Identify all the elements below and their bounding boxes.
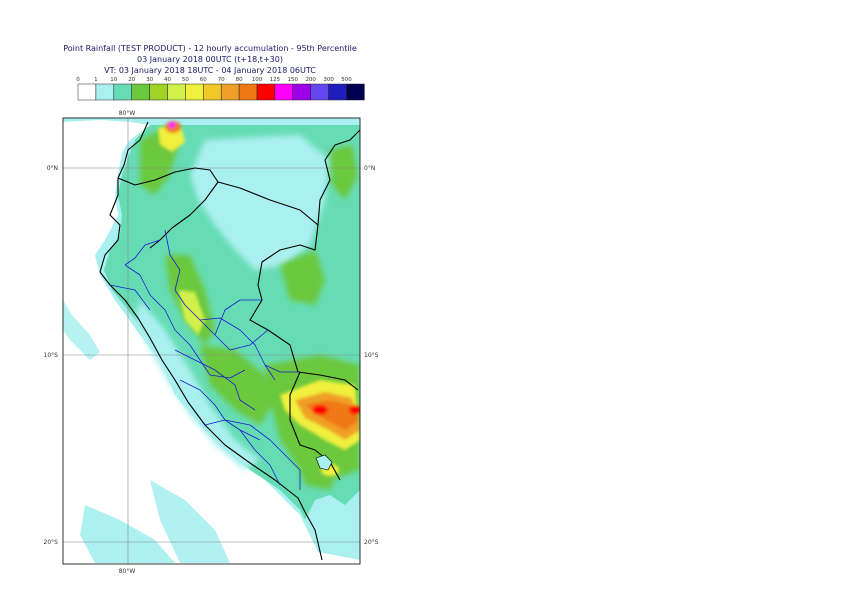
rain-central-east [280, 250, 325, 305]
legend-threshold-label: 125 [270, 77, 281, 83]
lake-titicaca [315, 454, 333, 471]
legend-threshold-label: 80 [236, 77, 243, 83]
region-borders [109, 229, 301, 490]
legend-threshold-label: 500 [341, 77, 352, 83]
legend-threshold-label: 150 [288, 77, 299, 83]
interior-light-area [190, 135, 330, 270]
legend-threshold-label: 100 [252, 77, 263, 83]
lat-label-left-20: 20°S [44, 539, 59, 546]
lat-label-right-0: 0°N [364, 165, 375, 172]
coastal-light-area [135, 300, 260, 470]
chart-subtitle-validity: VT: 03 January 2018 18UTC - 04 January 2… [104, 66, 316, 75]
ocean-patch-sw2 [63, 300, 100, 360]
legend-threshold-label: 70 [218, 77, 225, 83]
rain-magenta-north [168, 122, 176, 128]
ocean-patch-se [318, 500, 360, 545]
lon-label-top: 80°W [119, 110, 136, 117]
rain-yellow-andes [178, 290, 205, 335]
legend-threshold-label: 0 [76, 77, 80, 83]
legend-threshold-label: 60 [200, 77, 207, 83]
legend-threshold-label: 50 [182, 77, 189, 83]
lat-label-right-20: 20°S [364, 539, 379, 546]
legend-threshold-label: 200 [305, 77, 316, 83]
lat-label-left-0: 0°N [47, 165, 58, 172]
map-frame [62, 117, 361, 565]
graticule [63, 118, 360, 564]
lat-label-right-10: 10°S [364, 352, 379, 359]
legend-threshold-label: 40 [164, 77, 171, 83]
rain-south-lake [290, 440, 340, 490]
color-legend: 0 1 10 20 30 40 50 60 70 80 100 125 150 200 300 500 [76, 77, 365, 101]
legend-threshold-label: 300 [323, 77, 334, 83]
rain-andes-south [200, 345, 275, 425]
rain-red-east [349, 405, 360, 415]
lon-label-bottom: 80°W [119, 568, 136, 575]
legend-color-box [346, 83, 365, 101]
chart-title: Point Rainfall (TEST PRODUCT) - 12 hourl… [63, 44, 357, 53]
chart-subtitle-run: 03 January 2018 00UTC (t+18,t+30) [137, 55, 283, 64]
ocean-patch-sw [80, 505, 175, 563]
rain-east-north [330, 145, 358, 200]
legend-threshold-label: 10 [110, 77, 117, 83]
legend-threshold-label: 1 [94, 77, 98, 83]
rain-red-southeast [312, 405, 328, 415]
lat-label-left-10: 10°S [44, 352, 59, 359]
legend-threshold-label: 20 [128, 77, 135, 83]
legend-threshold-label: 30 [146, 77, 153, 83]
